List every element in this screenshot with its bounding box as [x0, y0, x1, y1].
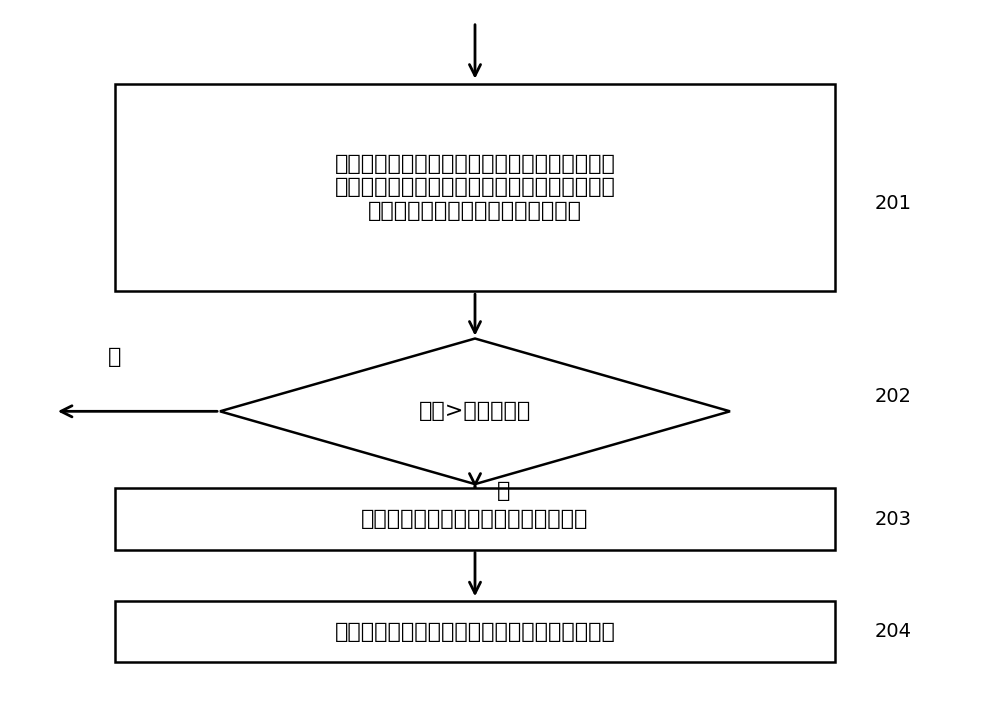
Text: 将该井下采样点标记为富有机质采样点: 将该井下采样点标记为富有机质采样点	[361, 509, 589, 529]
Text: 否: 否	[108, 347, 122, 367]
Text: 202: 202	[875, 387, 912, 406]
Text: 201: 201	[875, 194, 912, 213]
Text: 204: 204	[875, 622, 912, 641]
Text: 差值>预设阈值？: 差值>预设阈值？	[419, 401, 531, 422]
Text: 根据标记的富有机质采样点来识别富有机质井段: 根据标记的富有机质采样点来识别富有机质井段	[335, 622, 615, 641]
FancyBboxPatch shape	[115, 488, 835, 550]
Text: 是: 是	[497, 481, 510, 502]
Polygon shape	[220, 339, 730, 484]
Text: 对于每个井下采样点，计算重叠后的总伽马强度
曲线在井下采样点的取值减去重叠后的去铀伽马
强度曲线在井下采样点的取值的差值: 对于每个井下采样点，计算重叠后的总伽马强度 曲线在井下采样点的取值减去重叠后的去…	[335, 154, 615, 221]
FancyBboxPatch shape	[115, 84, 835, 291]
Text: 203: 203	[875, 510, 912, 529]
FancyBboxPatch shape	[115, 601, 835, 662]
